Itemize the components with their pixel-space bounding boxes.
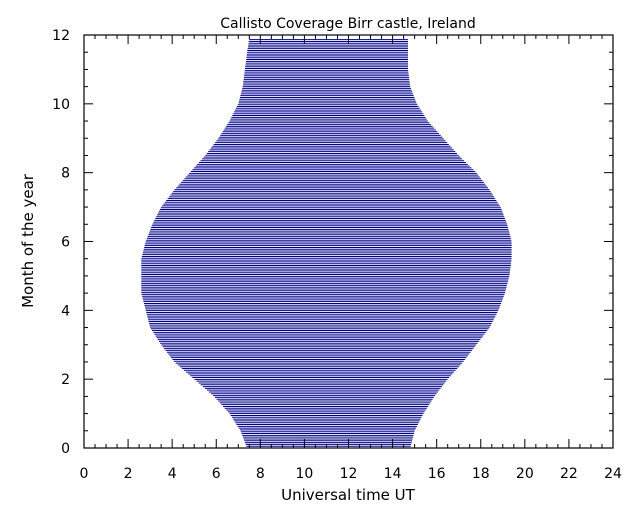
- x-tick-label: 18: [472, 466, 490, 482]
- x-tick-label: 14: [384, 466, 402, 482]
- y-tick-label: 2: [61, 372, 70, 388]
- y-tick-label: 12: [52, 28, 70, 44]
- chart-title: Callisto Coverage Birr castle, Ireland: [220, 16, 475, 32]
- x-tick-label: 20: [516, 466, 534, 482]
- x-tick-label: 2: [124, 466, 133, 482]
- coverage-fill: [141, 39, 512, 449]
- y-tick-label: 8: [61, 166, 70, 182]
- x-tick-label: 8: [256, 466, 265, 482]
- y-tick-label: 0: [61, 441, 70, 457]
- x-tick-labels: 0 2 4 6 8 10 12 14 16 18 20 22 24: [80, 466, 622, 482]
- y-tick-label: 6: [61, 235, 70, 251]
- x-tick-label: 0: [80, 466, 89, 482]
- y-tick-label: 10: [52, 97, 70, 113]
- y-axis-label: Month of the year: [19, 173, 37, 308]
- x-tick-label: 16: [428, 466, 446, 482]
- x-tick-label: 4: [168, 466, 177, 482]
- x-axis-label: Universal time UT: [281, 486, 416, 504]
- x-tick-label: 12: [340, 466, 358, 482]
- x-tick-label: 6: [212, 466, 221, 482]
- axis-ticks: [83, 34, 614, 449]
- plot-frame: [83, 34, 614, 449]
- x-tick-label: 10: [296, 466, 314, 482]
- x-tick-label: 24: [604, 466, 622, 482]
- x-tick-label: 22: [560, 466, 578, 482]
- y-tick-labels: 0 2 4 6 8 10 12: [52, 28, 70, 457]
- y-tick-label: 4: [61, 303, 70, 319]
